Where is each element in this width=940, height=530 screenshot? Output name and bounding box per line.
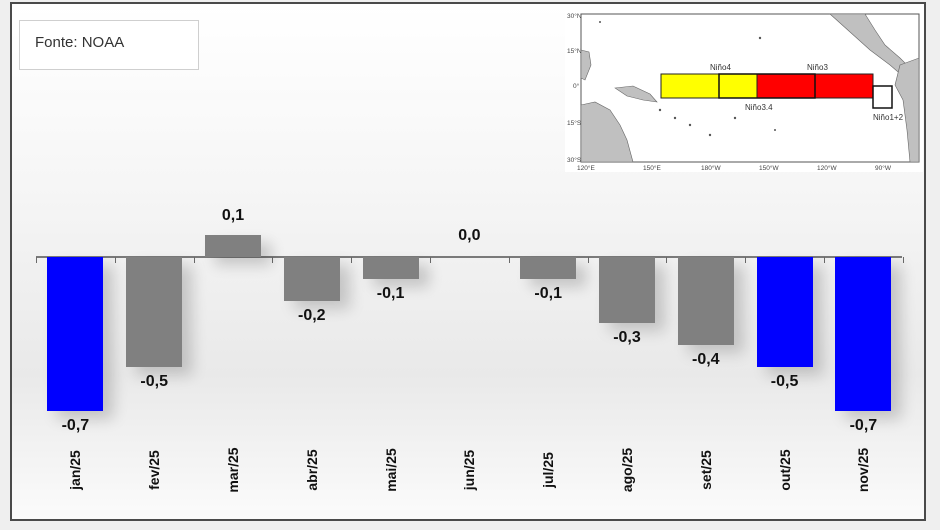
nino-regions-map: Niño4 Niño3.4 Niño3 Niño1+2 30°N 15°N 0°… (565, 10, 923, 172)
category-label-text: jul/25 (540, 452, 557, 488)
axis-tick (587, 257, 589, 263)
category-label: jun/25 (459, 425, 479, 515)
axis-tick (36, 257, 37, 263)
axis-tick (114, 257, 116, 263)
category-label-text: mar/25 (225, 447, 241, 493)
value-label: -0,2 (298, 307, 326, 324)
category-label: set/25 (696, 425, 716, 515)
category-label: abr/25 (302, 425, 322, 515)
value-label: 0,1 (221, 207, 245, 224)
category-label-text: mai/25 (382, 448, 399, 492)
lon-label: 180°W (701, 164, 721, 172)
category-label-text: out/25 (776, 449, 793, 491)
region-label-nino12: Niño1+2 (873, 113, 904, 122)
lat-label: 15°S (567, 119, 582, 127)
category-label: out/25 (775, 425, 795, 515)
category-label: mai/25 (381, 425, 401, 515)
axis-tick (745, 257, 747, 263)
bar-abr-25 (283, 257, 340, 301)
value-label: 0,0 (458, 227, 481, 244)
region-label-nino4: Niño4 (710, 63, 731, 72)
category-label: jul/25 (538, 425, 558, 515)
axis-tick (193, 257, 195, 263)
value-label: -0,5 (770, 373, 799, 390)
bar-jan-25 (47, 257, 104, 411)
bar-mar-25 (205, 235, 261, 257)
lon-label: 120°E (577, 164, 595, 172)
lon-label: 120°W (817, 164, 837, 172)
lon-label: 150°E (643, 164, 661, 172)
lat-label: 15°N (567, 47, 582, 55)
zero-axis-line (36, 256, 902, 258)
category-label-text: jan/25 (67, 450, 84, 490)
axis-tick (902, 257, 904, 263)
region-label-nino34: Niño3.4 (745, 103, 773, 112)
bar-fev-25 (126, 257, 183, 367)
axis-tick (272, 257, 274, 263)
category-label: jan/25 (65, 425, 85, 515)
bar-jul-25 (520, 257, 577, 279)
value-label: -0,1 (534, 285, 562, 302)
value-label: -0,7 (61, 417, 90, 434)
axis-tick (508, 257, 510, 263)
source-label: Fonte: NOAA (35, 34, 125, 51)
value-label: -0,3 (613, 329, 641, 346)
category-label: mar/25 (223, 425, 243, 515)
category-label-text: fev/25 (146, 450, 163, 490)
axis-tick (666, 257, 668, 263)
category-label-text: jun/25 (461, 449, 478, 491)
axis-tick (824, 257, 825, 263)
bar-set-25 (677, 257, 734, 345)
bar-out-25 (756, 257, 813, 367)
lat-label: 30°N (567, 12, 582, 20)
bar-ago-25 (599, 257, 655, 323)
bar-mai-25 (362, 257, 419, 279)
lat-label: 0° (573, 82, 580, 90)
category-label-text: abr/25 (303, 449, 320, 491)
category-label-text: set/25 (697, 450, 714, 490)
source-box: Fonte: NOAA (19, 20, 199, 70)
bar-nov-25 (835, 257, 892, 411)
category-label: nov/25 (853, 425, 873, 515)
map-graphic: Niño4 Niño3.4 Niño3 Niño1+2 30°N 15°N 0°… (567, 12, 920, 172)
region-label-nino3: Niño3 (807, 63, 828, 72)
category-label: ago/25 (617, 425, 637, 515)
value-label: -0,7 (849, 417, 878, 434)
lat-label: 30°S (567, 156, 582, 164)
value-label: -0,4 (692, 351, 720, 368)
lon-label: 90°W (875, 164, 892, 172)
category-label-text: nov/25 (855, 447, 872, 493)
axis-tick (430, 257, 431, 263)
category-label: fev/25 (144, 425, 164, 515)
axis-tick (351, 257, 353, 263)
category-label-text: ago/25 (619, 447, 635, 493)
lon-label: 150°W (759, 164, 779, 172)
value-label: -0,1 (376, 285, 405, 302)
value-label: -0,5 (140, 373, 168, 390)
